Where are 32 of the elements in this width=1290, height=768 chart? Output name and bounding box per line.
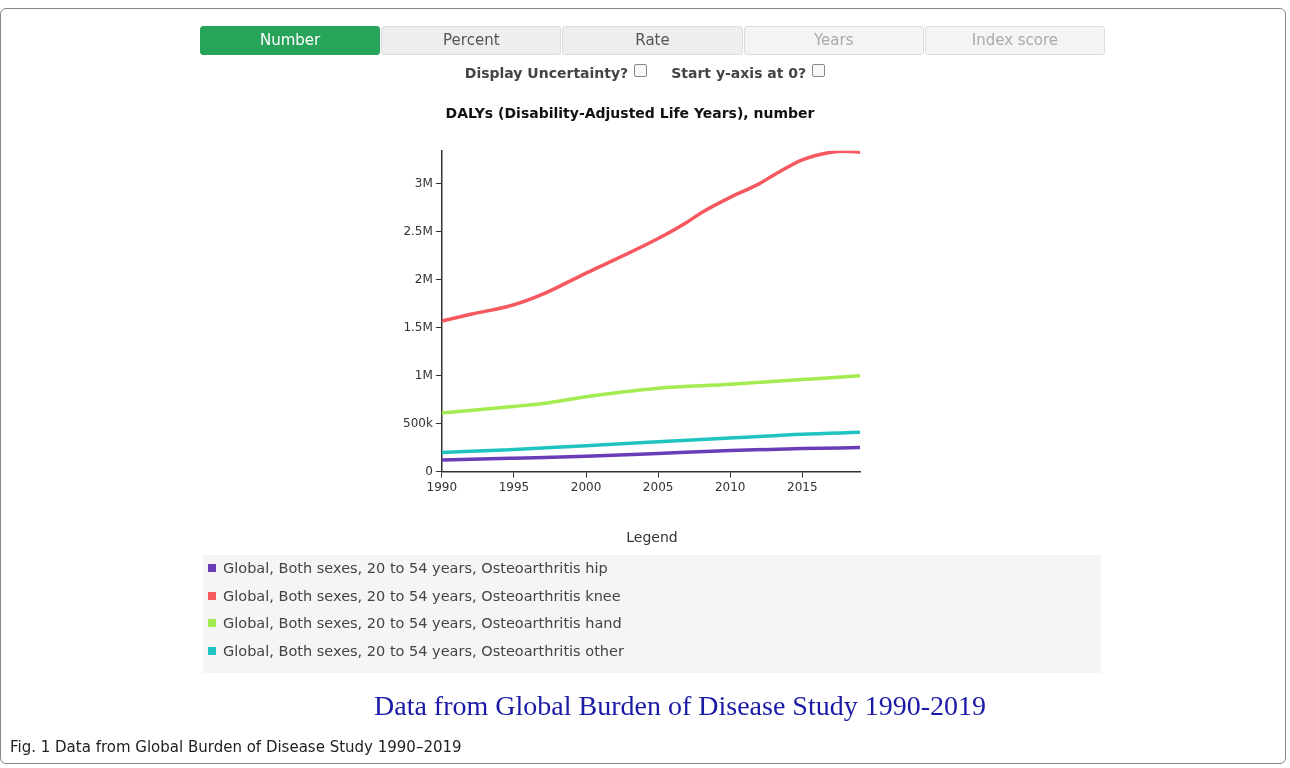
y-tick-label: 1.5M bbox=[403, 319, 433, 334]
y-tick-label: 3M bbox=[414, 176, 433, 191]
y-tick-label: 0 bbox=[425, 463, 433, 478]
x-tick-label: 2000 bbox=[570, 479, 602, 494]
tab-button: Percent bbox=[381, 26, 562, 55]
tab-button: Rate bbox=[562, 26, 743, 55]
caption: Fig. 1 Data from Global Burden of Disease Study 1990–2019 bbox=[10, 738, 462, 756]
line-series bbox=[441, 150, 860, 323]
y-tick-label: 2M bbox=[414, 271, 433, 286]
x-tick-label: 2005 bbox=[642, 479, 674, 494]
line-series bbox=[441, 445, 860, 462]
y-tick-label: 500k bbox=[402, 415, 433, 430]
tab-button: Index score bbox=[924, 26, 1105, 55]
text: Start y-axis at 0? bbox=[671, 65, 808, 81]
legend-title: Legend bbox=[625, 529, 679, 545]
legend-label: Global, Both sexes, 20 to 54 years, Osteoarthritis hand bbox=[222, 614, 623, 633]
line-series bbox=[441, 373, 860, 415]
x-tick-label: 1995 bbox=[498, 479, 530, 494]
y-tick-label: 2.5M bbox=[403, 223, 433, 238]
x-tick-label: 2015 bbox=[787, 479, 818, 494]
line-series bbox=[441, 430, 860, 455]
legend-label: Global, Both sexes, 20 to 54 years, Osteoarthritis knee bbox=[222, 586, 622, 606]
y-tick-label: 1M bbox=[414, 367, 433, 382]
legend-label: Global, Both sexes, 20 to 54 years, Osteoarthritis hip bbox=[222, 559, 609, 578]
x-tick-label: 1990 bbox=[426, 479, 458, 494]
text: Display Uncertainty? bbox=[464, 65, 630, 81]
x-tick-label: 2010 bbox=[714, 479, 746, 494]
tab-button: Number bbox=[200, 26, 381, 55]
chart-title: DALYs (Disability-Adjusted Life Years), number bbox=[445, 105, 815, 122]
text: Data from Global Burden of Disease Study 1990-2019 bbox=[373, 690, 987, 722]
legend-label: Global, Both sexes, 20 to 54 years, Osteoarthritis other bbox=[222, 641, 625, 661]
tab-button: Years bbox=[743, 26, 924, 55]
